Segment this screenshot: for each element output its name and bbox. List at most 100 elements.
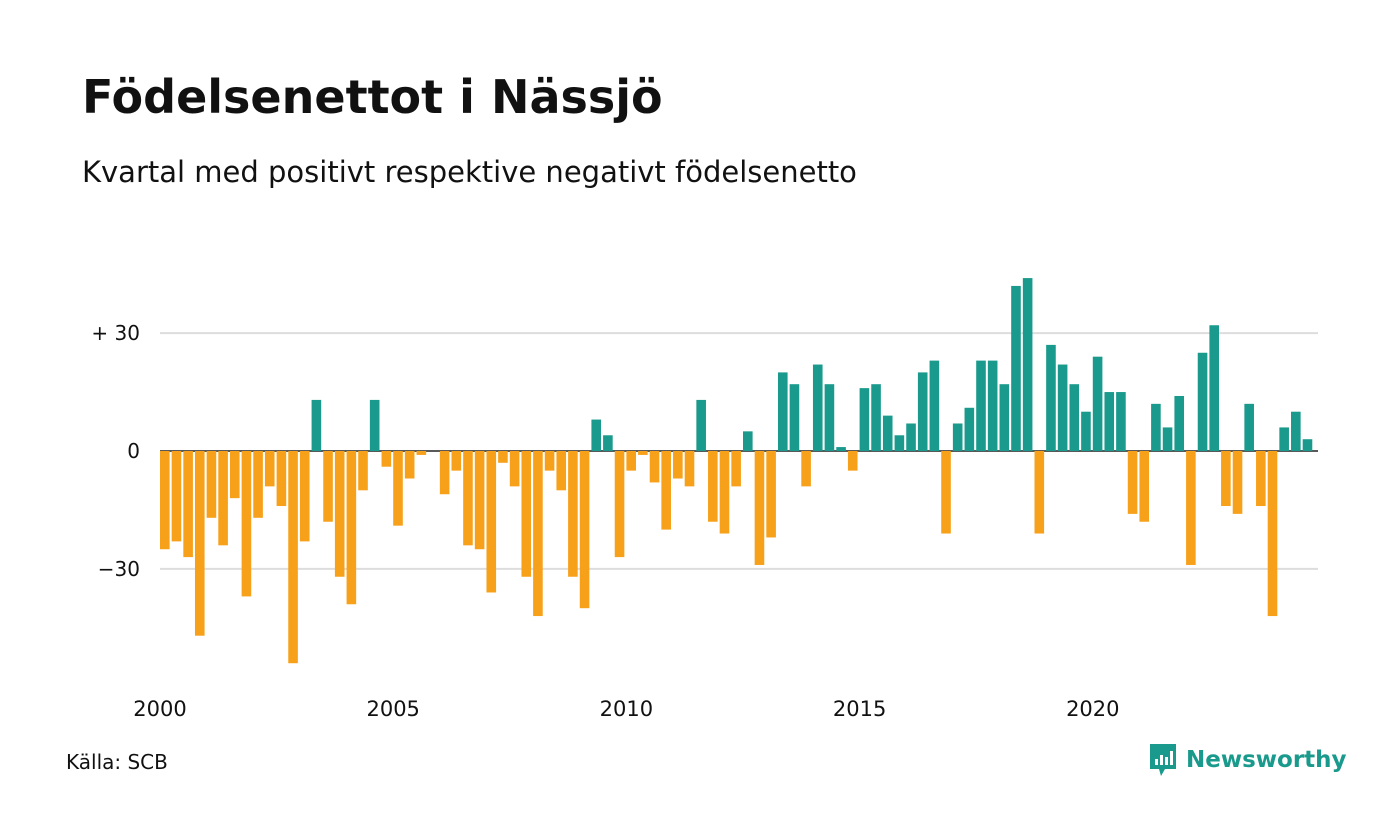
bar: [929, 360, 940, 451]
bar: [1197, 352, 1208, 451]
bar: [976, 360, 986, 451]
bar: [941, 451, 951, 534]
bar: [1209, 325, 1219, 451]
chart-subtitle: Kvartal med positivt respektive negativt…: [82, 155, 857, 189]
bar: [1069, 384, 1080, 451]
bar: [568, 451, 578, 577]
x-tick-label: 2005: [366, 697, 419, 721]
bar: [789, 384, 800, 451]
chart-title: Födelsenettot i Nässjö: [82, 70, 663, 124]
bar: [346, 451, 357, 605]
y-tick-label: −30: [98, 557, 140, 581]
bar: [218, 451, 228, 546]
x-tick-label: 2000: [133, 697, 186, 721]
bar: [684, 451, 695, 487]
bar: [777, 372, 788, 451]
brand-name: Newsworthy: [1186, 747, 1347, 773]
bar: [1022, 278, 1033, 451]
bar: [1046, 344, 1056, 451]
bar: [299, 451, 310, 542]
bar: [229, 451, 240, 499]
bar: [999, 384, 1010, 451]
x-tick-label: 2010: [600, 697, 653, 721]
bar: [917, 372, 928, 451]
bar: [358, 451, 368, 491]
bar: [393, 451, 403, 526]
bar: [801, 451, 811, 487]
bar: [696, 399, 706, 451]
bar: [1291, 411, 1301, 451]
bar: [521, 451, 532, 577]
bar: [439, 451, 450, 495]
bar: [1232, 451, 1243, 514]
bar: [603, 435, 613, 451]
bar: [1279, 427, 1289, 451]
bar: [381, 451, 392, 467]
y-axis-ticks: + 30 0 −30: [91, 321, 140, 581]
bar: [463, 451, 473, 546]
bar: [311, 399, 322, 451]
bar: [1244, 403, 1254, 451]
bar: [1162, 427, 1173, 451]
bar: [276, 451, 287, 507]
bar: [1057, 364, 1068, 451]
bar: [1081, 411, 1091, 451]
bar: [194, 451, 205, 636]
bar-chart: + 30 0 −30 2000 2005 2010 2015 2020: [91, 278, 1318, 721]
brand-logo: Newsworthy: [1148, 742, 1347, 778]
y-tick-label: 0: [127, 439, 140, 463]
x-axis-ticks: 2000 2005 2010 2015 2020: [133, 697, 1119, 721]
bar: [206, 451, 217, 518]
bar: [404, 451, 415, 479]
bar: [509, 451, 520, 487]
bar: [579, 451, 590, 609]
bar: [1011, 285, 1021, 451]
bar: [288, 451, 298, 664]
bar: [894, 435, 905, 451]
bar: [1302, 439, 1313, 451]
bar: [1174, 395, 1185, 451]
source-label: Källa: SCB: [66, 750, 168, 774]
bar: [754, 451, 765, 565]
bar: [626, 451, 636, 471]
bar: [451, 451, 462, 471]
bar: [171, 451, 182, 542]
bar: [638, 451, 648, 455]
bar: [1092, 356, 1103, 451]
bar: [241, 451, 252, 597]
bar: [323, 451, 333, 522]
bar: [719, 451, 730, 534]
bar: [533, 451, 543, 617]
bar: [649, 451, 660, 483]
bar: [847, 451, 858, 471]
bar: [1139, 451, 1150, 522]
bar: [1151, 403, 1161, 451]
bar: [486, 451, 497, 593]
bar: [1267, 451, 1278, 617]
bar: [952, 423, 963, 451]
bar: [859, 388, 870, 451]
bar: [474, 451, 485, 550]
bar: [1127, 451, 1138, 514]
bar: [183, 451, 193, 558]
bar: [591, 419, 602, 451]
bar: [1221, 451, 1231, 507]
bar: [882, 415, 893, 451]
bar: [673, 451, 683, 479]
bar: [498, 451, 508, 463]
bar: [964, 407, 975, 451]
bar: [1034, 451, 1045, 534]
bars: [160, 278, 1313, 664]
bar: [731, 451, 741, 487]
newsworthy-icon: [1150, 744, 1176, 776]
bar: [369, 399, 380, 451]
bar: [264, 451, 275, 487]
bar: [871, 384, 881, 451]
bar: [743, 431, 753, 451]
bar: [1116, 392, 1126, 451]
bar: [614, 451, 625, 558]
bar: [708, 451, 718, 522]
bar: [1104, 392, 1115, 451]
bar: [334, 451, 345, 577]
x-tick-label: 2015: [833, 697, 886, 721]
